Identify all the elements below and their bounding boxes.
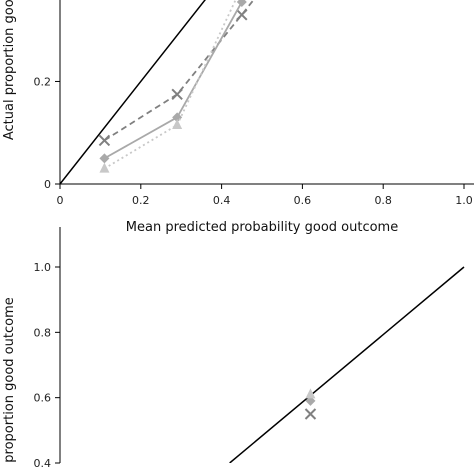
top-series-triangle-line [103, 0, 237, 170]
top-x-axis-title: Mean predicted probability good outcome [126, 220, 398, 235]
top-series-x-line [103, 0, 255, 142]
top-x-tick-label: 0.6 [294, 194, 312, 207]
top-reference-line [60, 0, 206, 184]
top-series-triangle-point [172, 119, 183, 130]
top-x-tick-label: 0 [57, 194, 64, 207]
top-series-diamond-point [236, 0, 247, 7]
top-x-tick-label: 0.8 [374, 194, 392, 207]
top-x-tick-label: 0.2 [132, 194, 150, 207]
top-calibration-plot: 00.20.40.60.81.000.20.4 [34, 0, 474, 207]
bottom-y-tick-label: 0.4 [34, 457, 52, 470]
bottom-series-diamond-point [305, 395, 316, 406]
top-series-triangle-point [99, 162, 110, 173]
bottom-y-tick-label: 0.8 [34, 326, 52, 339]
top-series-x-point [98, 134, 111, 147]
top-y-axis-title: Actual proportion good outcome [2, 0, 17, 140]
top-series-x-point [171, 88, 183, 100]
bottom-series-x-point [304, 408, 317, 420]
top-series-diamond-point [99, 153, 110, 164]
bottom-y-tick-label: 0.6 [34, 392, 52, 405]
top-series-x-point [236, 9, 248, 21]
bottom-reference-line [229, 266, 465, 463]
top-x-tick-label: 1.0 [455, 194, 473, 207]
bottom-y-axis-title: proportion good outcome [2, 297, 17, 462]
top-y-tick-label: 0.2 [34, 75, 52, 88]
top-series-diamond-line [103, 0, 245, 160]
top-y-tick-label: 0 [44, 178, 51, 191]
bottom-series-triangle-point [305, 388, 316, 399]
bottom-calibration-plot: 0.4 0.6 0.8 1.0 [34, 227, 465, 470]
top-x-tick-label: 0.4 [213, 194, 231, 207]
bottom-y-tick-label: 1.0 [34, 261, 52, 274]
